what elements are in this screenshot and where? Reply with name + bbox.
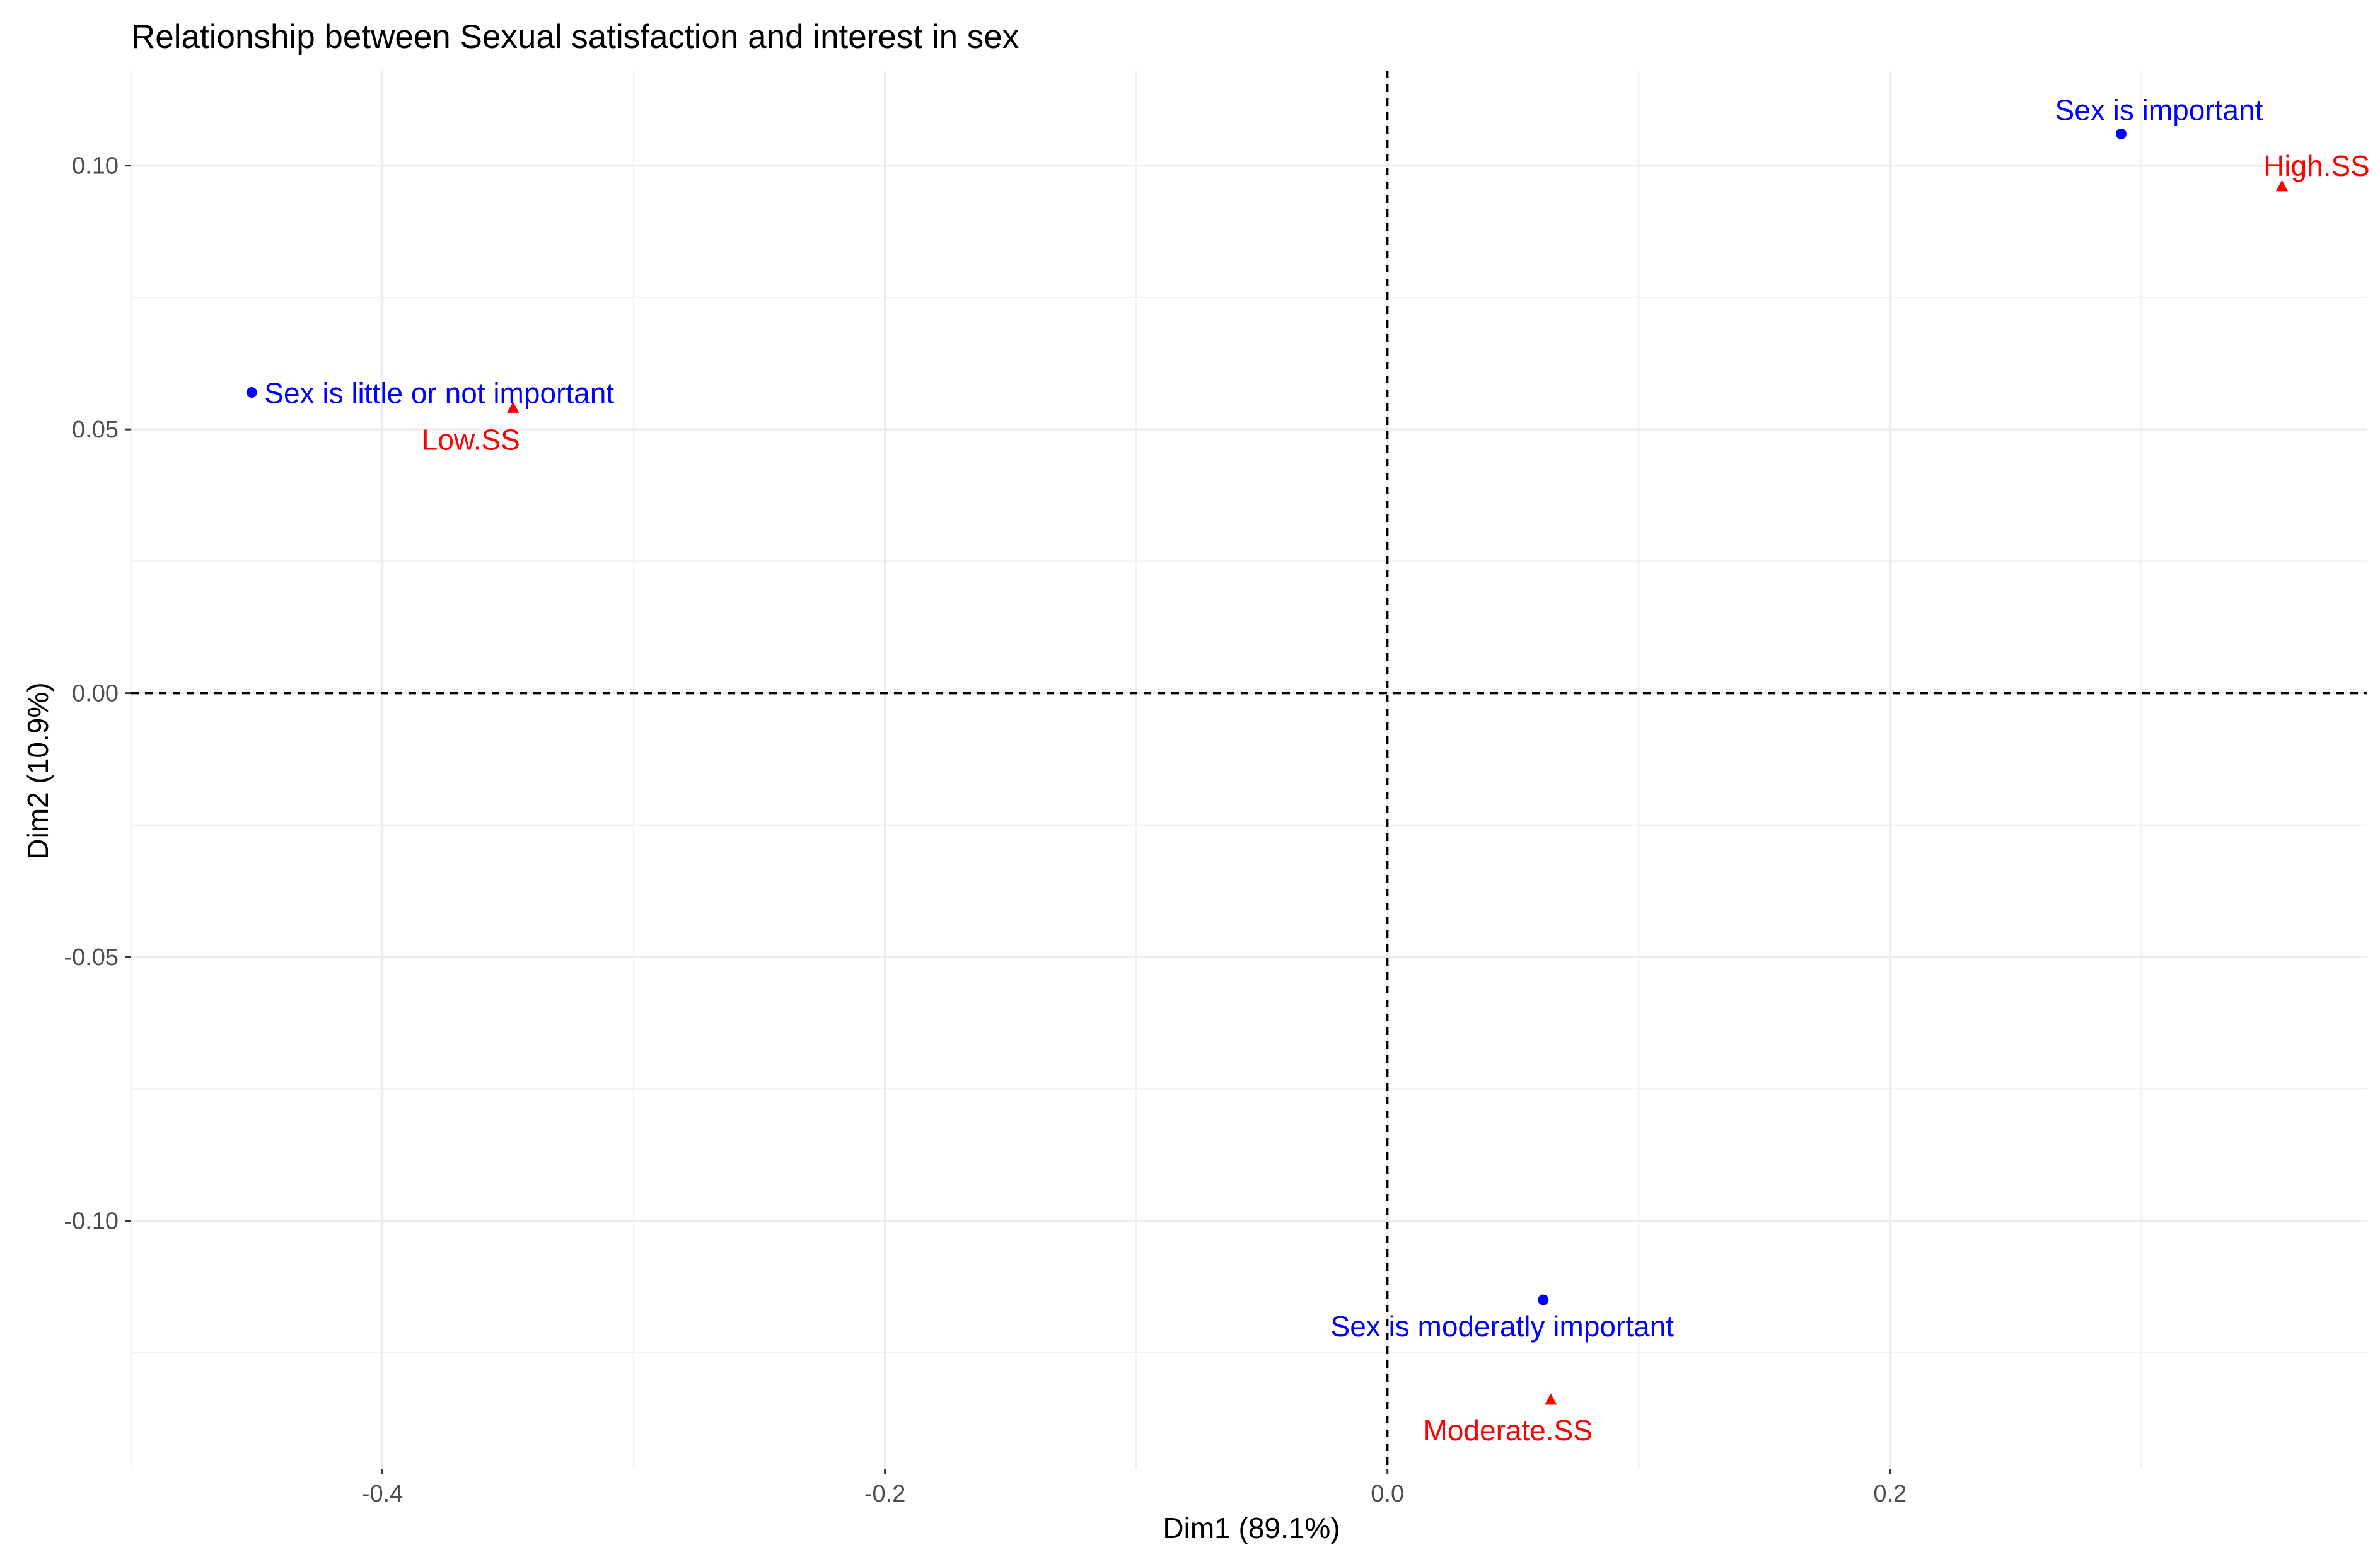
y-tick-label: -0.10 xyxy=(64,1208,119,1235)
data-points xyxy=(246,128,2288,1405)
y-tick-label: 0.05 xyxy=(72,417,119,443)
point-label: Low.SS xyxy=(422,424,520,456)
point-label: Sex is moderatly important xyxy=(1331,1310,1675,1343)
data-point-triangle xyxy=(1545,1393,1557,1405)
point-label: High.SS xyxy=(2263,149,2370,182)
point-label: Moderate.SS xyxy=(1424,1414,1593,1447)
x-tick-label: 0.0 xyxy=(1371,1481,1404,1507)
grid-layer xyxy=(130,71,2367,1469)
x-tick-label: -0.2 xyxy=(864,1481,905,1507)
data-point-triangle xyxy=(507,401,520,413)
reference-lines xyxy=(131,71,2367,1469)
y-tick-label: 0.00 xyxy=(72,681,119,707)
x-tick-label: -0.4 xyxy=(362,1481,403,1507)
data-point-triangle xyxy=(2275,180,2288,192)
y-tick-label: -0.05 xyxy=(64,944,119,971)
point-label: Sex is little or not important xyxy=(264,377,614,410)
data-point-circle xyxy=(2115,128,2127,139)
y-axis-title: Dim2 (10.9%) xyxy=(21,682,54,859)
point-labels: Sex is important Sex is little or not imp… xyxy=(264,93,2370,1447)
x-tick-label: 0.2 xyxy=(1873,1481,1907,1507)
axis-ticks: -0.4 -0.2 0.0 0.2 0.10 0.05 0.00 -0.05 -0.10 xyxy=(64,153,1907,1507)
x-axis-title: Dim1 (89.1%) xyxy=(1163,1512,1340,1544)
y-tick-label: 0.10 xyxy=(72,153,119,180)
data-point-circle xyxy=(1538,1294,1549,1305)
point-label: Sex is important xyxy=(2055,93,2263,126)
data-point-circle xyxy=(246,387,257,398)
chart-title: Relationship between Sexual satisfaction… xyxy=(131,18,1019,55)
